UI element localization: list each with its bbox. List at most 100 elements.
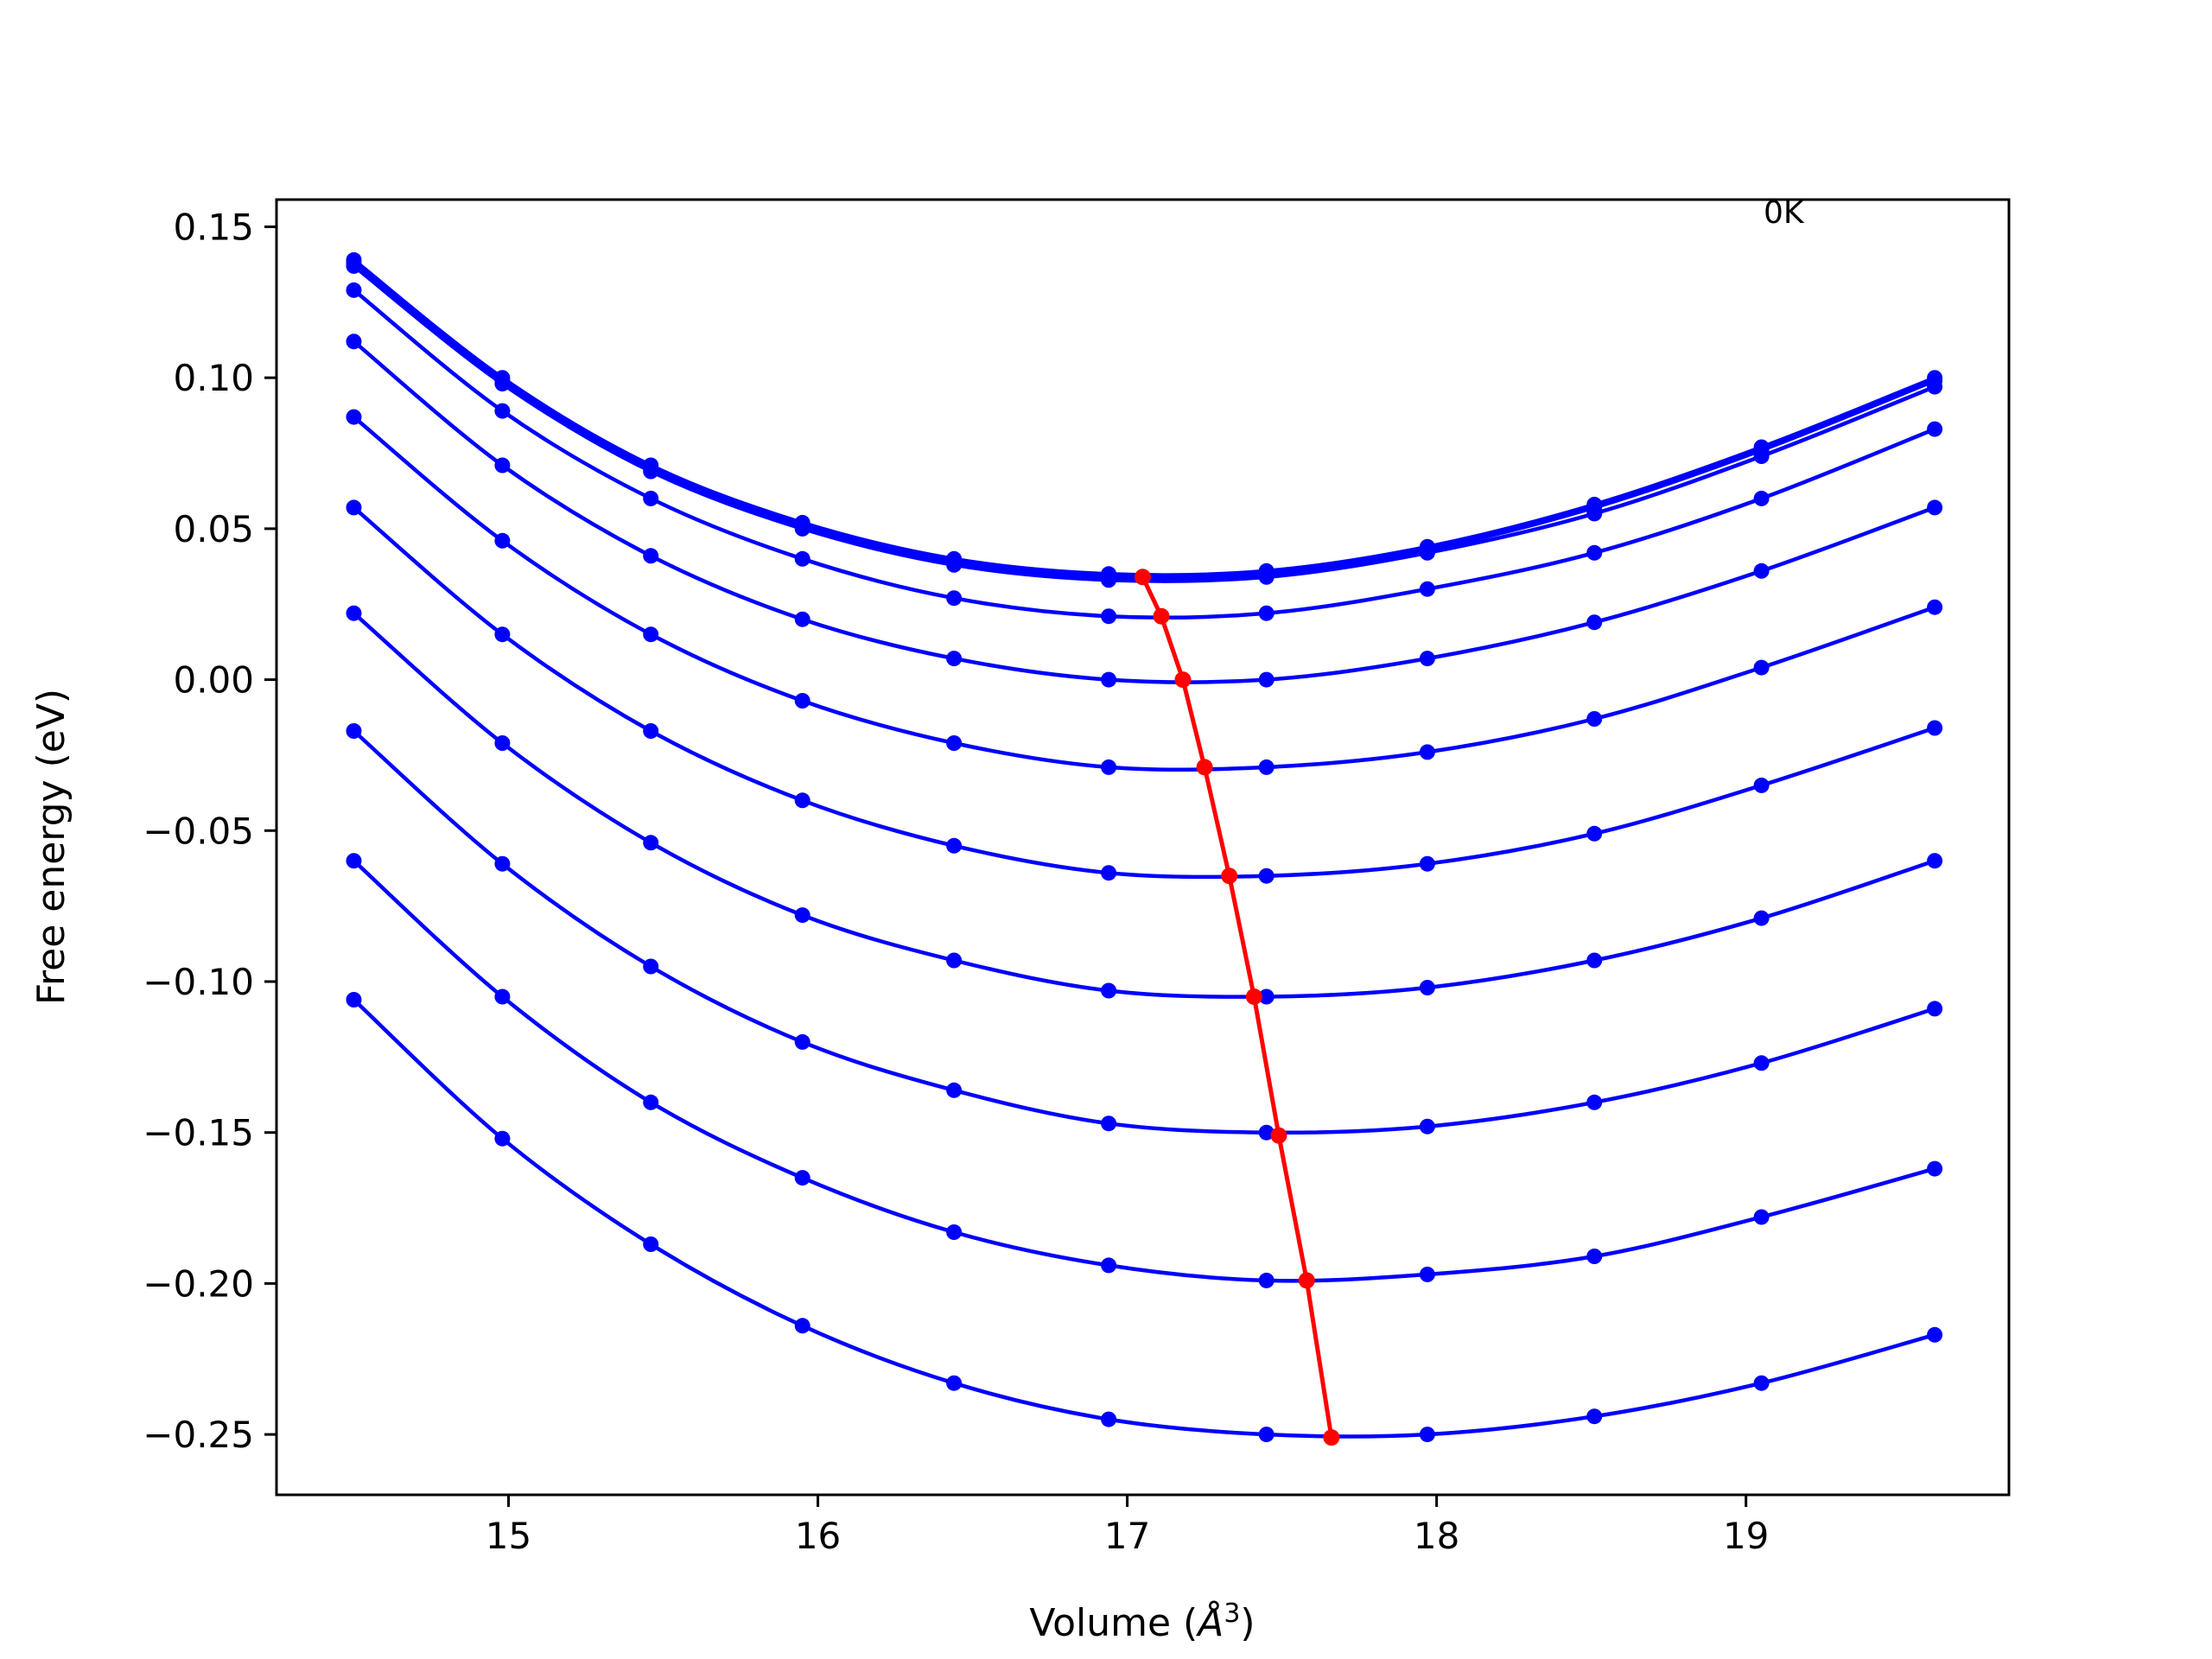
series-4-point-5 xyxy=(946,590,962,606)
x-axis-unit-exponent: 3 xyxy=(1224,1599,1240,1629)
series-7-point-8 xyxy=(1420,856,1435,872)
series-8-point-6 xyxy=(1101,983,1116,999)
minimum-point-1 xyxy=(1135,569,1151,585)
x-tick-label-17: 17 xyxy=(1104,1515,1150,1557)
y-tick-label-1: 0.15 xyxy=(173,206,254,248)
series-5-point-5 xyxy=(946,651,962,666)
series-11-point-11 xyxy=(1927,1327,1942,1343)
series-7-point-2 xyxy=(494,626,510,642)
series-11-point-4 xyxy=(795,1318,810,1333)
series-8-point-11 xyxy=(1927,853,1942,868)
series-9-point-5 xyxy=(946,1083,962,1098)
series-9-point-10 xyxy=(1754,1055,1770,1071)
series-6-point-3 xyxy=(643,626,658,642)
series-5-point-8 xyxy=(1420,651,1435,666)
series-3-point-11 xyxy=(1927,379,1942,395)
series-4-point-9 xyxy=(1586,545,1602,561)
series-7-point-1 xyxy=(346,499,362,515)
series-3-point-3 xyxy=(643,464,658,480)
series-5-point-6 xyxy=(1101,672,1116,688)
x-tick-label-15: 15 xyxy=(486,1515,531,1557)
series-10-point-9 xyxy=(1586,1249,1602,1264)
series-8-point-3 xyxy=(643,835,658,850)
series-6-point-9 xyxy=(1586,711,1602,727)
series-6-point-10 xyxy=(1754,660,1770,676)
x-tick-label-19: 19 xyxy=(1723,1515,1769,1557)
series-10-point-11 xyxy=(1927,1161,1942,1177)
series-4-point-6 xyxy=(1101,608,1116,624)
series-9-point-8 xyxy=(1420,1119,1435,1135)
series-10-point-6 xyxy=(1101,1257,1116,1273)
series-4-point-4 xyxy=(795,551,810,567)
series-8-point-2 xyxy=(494,735,510,751)
series-4-point-3 xyxy=(643,491,658,506)
series-8-point-9 xyxy=(1586,953,1602,969)
y-tick-label-5: −0.05 xyxy=(143,810,254,852)
series-3-point-6 xyxy=(1101,572,1116,588)
series-5-point-3 xyxy=(643,548,658,563)
series-9-point-6 xyxy=(1101,1116,1116,1131)
series-10-point-1 xyxy=(346,853,362,868)
series-4-point-2 xyxy=(494,404,510,419)
series-9-point-4 xyxy=(795,1034,810,1050)
series-11-point-9 xyxy=(1586,1408,1602,1424)
x-axis-label-close: ) xyxy=(1240,1601,1255,1645)
series-5-point-10 xyxy=(1754,563,1770,579)
series-10-point-8 xyxy=(1420,1267,1435,1282)
series-4-point-7 xyxy=(1259,606,1274,621)
series-9-point-9 xyxy=(1586,1095,1602,1110)
series-10-point-10 xyxy=(1754,1210,1770,1225)
series-10-point-4 xyxy=(795,1170,810,1185)
series-3-point-1 xyxy=(346,258,362,274)
series-5-point-11 xyxy=(1927,499,1942,515)
series-6-point-11 xyxy=(1927,600,1942,615)
series-3-point-10 xyxy=(1754,448,1770,464)
series-9-point-2 xyxy=(494,856,510,872)
series-6-point-7 xyxy=(1259,760,1274,775)
series-10-point-7 xyxy=(1259,1273,1274,1288)
series-8-point-1 xyxy=(346,606,362,621)
series-4-point-1 xyxy=(346,283,362,298)
series-5-point-1 xyxy=(346,334,362,349)
minimum-point-5 xyxy=(1221,868,1237,884)
series-4-point-10 xyxy=(1754,491,1770,506)
minimum-point-7 xyxy=(1271,1128,1287,1144)
x-axis-unit-symbol: Å xyxy=(1195,1599,1224,1645)
series-11-point-3 xyxy=(643,1236,658,1252)
y-tick-label-2: 0.10 xyxy=(173,357,254,399)
series-7-point-7 xyxy=(1259,868,1274,884)
series-10-point-5 xyxy=(946,1224,962,1240)
series-11-point-2 xyxy=(494,1131,510,1147)
series-10-point-2 xyxy=(494,989,510,1005)
series-9-point-1 xyxy=(346,723,362,739)
series-5-point-2 xyxy=(494,458,510,474)
series-7-point-6 xyxy=(1101,865,1116,880)
series-11-point-6 xyxy=(1101,1412,1116,1427)
x-axis-label: Volume (Å3) xyxy=(1029,1599,1255,1645)
series-7-point-4 xyxy=(795,792,810,808)
series-9-point-3 xyxy=(643,959,658,975)
minimum-point-4 xyxy=(1197,759,1213,775)
series-7-point-10 xyxy=(1754,778,1770,793)
x-tick-label-18: 18 xyxy=(1414,1515,1459,1557)
minimum-point-8 xyxy=(1299,1272,1315,1288)
series-6-point-8 xyxy=(1420,744,1435,760)
y-tick-label-6: −0.10 xyxy=(143,961,254,1003)
series-5-point-4 xyxy=(795,612,810,627)
y-tick-label-9: −0.25 xyxy=(143,1414,254,1456)
series-11-point-1 xyxy=(346,992,362,1007)
temperature-annotation: 0K xyxy=(1764,195,1805,231)
series-8-point-4 xyxy=(795,907,810,923)
x-tick-label-16: 16 xyxy=(795,1515,841,1557)
series-11-point-10 xyxy=(1754,1376,1770,1391)
y-axis-label: Free energy (eV) xyxy=(29,689,73,1005)
series-5-point-9 xyxy=(1586,614,1602,630)
series-6-point-6 xyxy=(1101,760,1116,775)
y-tick-label-8: −0.20 xyxy=(143,1262,254,1305)
minimum-point-3 xyxy=(1175,671,1192,688)
y-tick-label-4: 0.00 xyxy=(173,659,254,702)
series-6-point-2 xyxy=(494,533,510,549)
series-5-point-7 xyxy=(1259,672,1274,688)
minimum-point-6 xyxy=(1246,988,1262,1005)
